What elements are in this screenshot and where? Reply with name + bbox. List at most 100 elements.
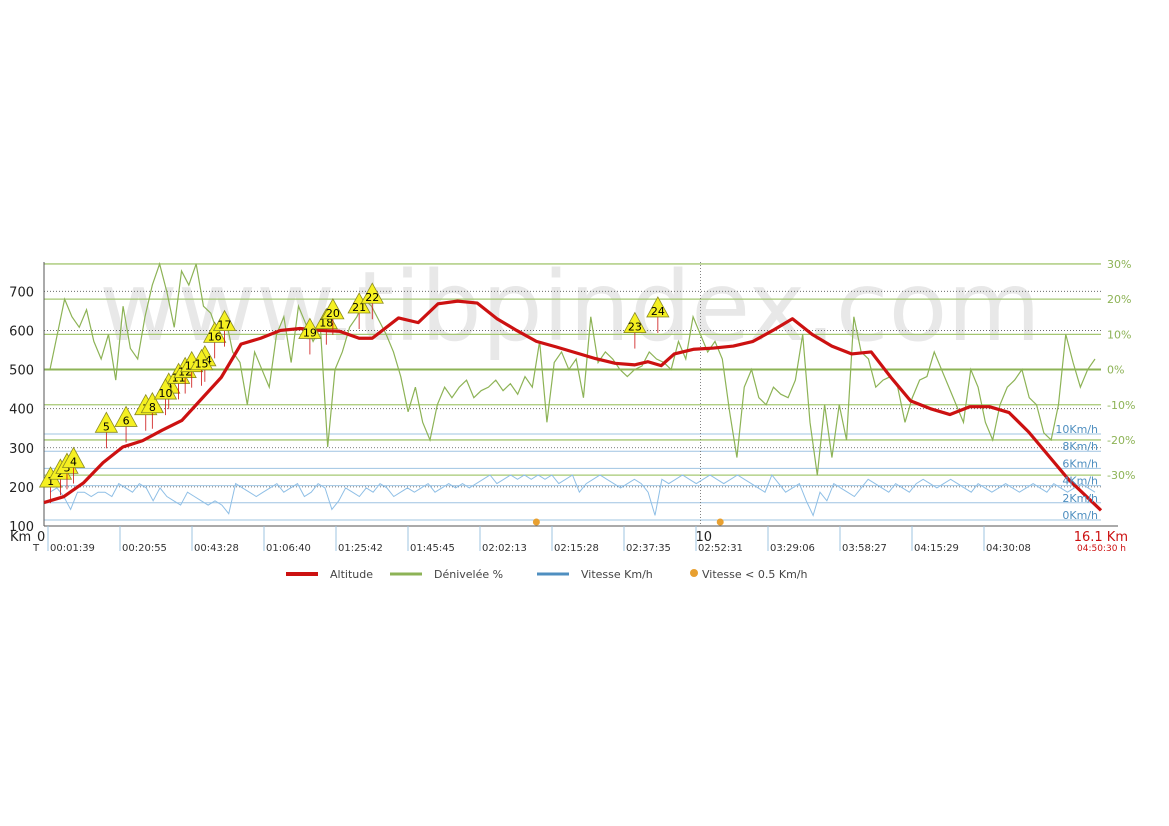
- waypoint-number: 1: [47, 475, 54, 488]
- waypoint-number: 8: [149, 401, 156, 414]
- altitude-line: [43, 299, 1103, 512]
- slope-tick-label: 30%: [1107, 258, 1131, 271]
- slope-tick-label: 10%: [1107, 328, 1131, 341]
- stop-marker-dot: [716, 518, 724, 526]
- time-tick-label: 01:45:45: [410, 543, 455, 554]
- legend-item: Dénivelée %: [390, 568, 503, 581]
- time-tick-label: 00:01:39: [50, 543, 95, 554]
- waypoint-marker: 22: [360, 282, 384, 320]
- waypoint-number: 16: [208, 330, 222, 343]
- legend-item: Vitesse Km/h: [537, 568, 653, 581]
- altitude-tick-label: 700: [9, 285, 34, 300]
- warning-triangle-icon: [61, 446, 86, 468]
- time-tick-label: 01:06:40: [266, 543, 311, 554]
- warning-triangle-icon: [94, 411, 119, 433]
- waypoint-number: 24: [651, 305, 665, 318]
- waypoint-number: 20: [326, 307, 340, 320]
- speed-tick-label: 4Km/h: [1062, 475, 1098, 488]
- altitude-tick-label: 300: [9, 442, 34, 457]
- time-tick-label: 03:58:27: [842, 543, 887, 554]
- speed-tick-label: 10Km/h: [1055, 423, 1098, 436]
- time-tick-label: 02:52:31: [698, 543, 743, 554]
- waypoint-marker: 4: [61, 446, 86, 484]
- altitude-tick-label: 200: [9, 481, 34, 496]
- warning-triangle-icon: [212, 309, 237, 332]
- speed-tick-label: 6Km/h: [1062, 457, 1098, 470]
- waypoint-marker: 17: [212, 309, 237, 347]
- waypoint-number: 15: [195, 358, 209, 371]
- warning-triangle-icon: [360, 282, 384, 304]
- waypoint-number: 18: [319, 317, 333, 330]
- legend-item: Altitude: [286, 568, 373, 581]
- km-axis-prefix: Km: [10, 530, 31, 545]
- legend-swatch-dot: [690, 569, 698, 577]
- watermark-text: www.tibpindex.com: [99, 251, 1041, 363]
- km-mid-label: 10: [696, 530, 713, 545]
- tick-labels: 100200300400500600700-30%-20%-10%0%10%20…: [9, 258, 1135, 554]
- waypoint-number: 23: [628, 321, 642, 334]
- slope-tick-label: 0%: [1107, 364, 1124, 377]
- waypoint-number: 22: [365, 291, 379, 304]
- waypoint-marker: 10: [153, 378, 178, 416]
- km-end-label: 16.1 Km: [1074, 530, 1128, 545]
- time-tick-label: 04:30:08: [986, 543, 1031, 554]
- time-tick-label: 00:43:28: [194, 543, 239, 554]
- slope-tick-label: 20%: [1107, 293, 1131, 306]
- altitude-tick-label: 600: [9, 324, 34, 339]
- time-tick-label: 04:15:29: [914, 543, 959, 554]
- altitude-tick-label: 400: [9, 403, 34, 418]
- stop-marker-dot: [532, 518, 540, 526]
- time-tick-label: 02:02:13: [482, 543, 527, 554]
- time-tick-label: 02:37:35: [626, 543, 671, 554]
- altitude-series: [43, 299, 1103, 512]
- altitude-tick-label: 100: [9, 520, 34, 535]
- waypoint-markers: 123456789101112131415161718192021222324: [38, 282, 670, 504]
- waypoint-marker: 20: [321, 298, 345, 335]
- waypoint-marker: 19: [298, 317, 322, 355]
- speed-tick-label: 2Km/h: [1062, 492, 1098, 505]
- speed-line: [49, 474, 1096, 517]
- time-tick-label: 02:15:28: [554, 543, 599, 554]
- warning-triangle-icon: [153, 378, 178, 400]
- legend-item: Vitesse < 0.5 Km/h: [690, 568, 807, 581]
- legend-label: Vitesse Km/h: [581, 568, 653, 581]
- waypoint-number: 6: [123, 414, 130, 427]
- time-end-label: 04:50:30 h: [1077, 544, 1126, 554]
- warning-triangle-icon: [189, 348, 214, 371]
- waypoint-marker: 16: [203, 321, 227, 359]
- axes: [43, 262, 1118, 551]
- waypoint-number: 5: [103, 420, 110, 433]
- warning-triangle-icon: [321, 298, 345, 320]
- legend-label: Dénivelée %: [434, 568, 503, 581]
- legend-label: Vitesse < 0.5 Km/h: [702, 568, 807, 581]
- legend-label: Altitude: [330, 568, 373, 581]
- waypoint-marker: 15: [189, 348, 214, 386]
- waypoint-number: 19: [303, 326, 317, 339]
- time-axis-prefix: T: [32, 543, 40, 554]
- altitude-tick-label: 500: [9, 364, 34, 379]
- time-tick-label: 03:29:06: [770, 543, 815, 554]
- time-tick-label: 00:20:55: [122, 543, 167, 554]
- waypoint-number: 10: [158, 387, 172, 400]
- speed-tick-label: 0Km/h: [1062, 509, 1098, 522]
- time-tick-label: 01:25:42: [338, 543, 383, 554]
- waypoint-marker: 5: [94, 411, 119, 449]
- stop-markers: [532, 518, 724, 526]
- slope-tick-label: -10%: [1107, 399, 1135, 412]
- waypoint-number: 17: [218, 319, 232, 332]
- slope-tick-label: -20%: [1107, 434, 1135, 447]
- speed-series: [49, 474, 1096, 517]
- warning-triangle-icon: [140, 391, 165, 414]
- legend: Altitude Dénivelée % Vitesse Km/h Vitesse <…: [286, 568, 807, 581]
- km-start-label: 0: [37, 530, 45, 545]
- slope-tick-label: -30%: [1107, 469, 1135, 482]
- warning-triangle-icon: [623, 311, 647, 333]
- warning-triangle-icon: [114, 405, 138, 427]
- waypoint-marker: 23: [623, 311, 647, 349]
- waypoint-marker: 6: [114, 405, 138, 443]
- waypoint-marker: 8: [140, 391, 165, 429]
- waypoint-marker: 24: [646, 296, 670, 333]
- waypoint-marker: 21: [347, 292, 371, 330]
- speed-grid-lines: [44, 433, 1101, 521]
